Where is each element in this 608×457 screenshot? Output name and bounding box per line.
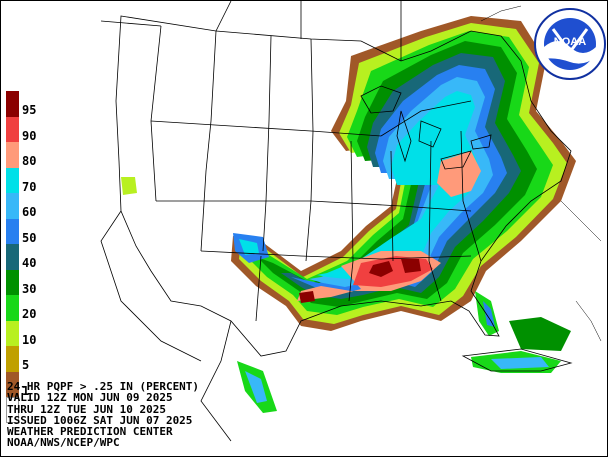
- legend-label: 50: [22, 230, 37, 245]
- caption-center: WEATHER PREDICTION CENTER: [7, 425, 173, 439]
- legend-label: 95: [22, 103, 37, 117]
- caption-issued: ISSUED 1006Z SAT JUN 07 2025: [7, 413, 193, 427]
- legend-swatch: [6, 295, 19, 321]
- legend-label: 20: [22, 307, 37, 321]
- legend-swatch: [6, 116, 19, 142]
- legend-swatch: [6, 371, 19, 397]
- legend-row: 50: [6, 218, 86, 245]
- legend-swatch: [6, 346, 19, 372]
- legend-label: 40: [22, 256, 37, 270]
- legend-row: 5: [6, 346, 86, 372]
- legend-label: 90: [22, 128, 37, 143]
- legend-label: 10: [22, 332, 37, 347]
- legend-label: 70: [22, 179, 37, 194]
- legend-swatch: [6, 397, 19, 423]
- legend-swatch: [6, 91, 19, 117]
- caption-thru: THRU 12Z TUE JUN 10 2025: [7, 402, 166, 416]
- legend-swatch: [6, 269, 19, 295]
- legend-row: 60: [6, 193, 86, 219]
- legend-row: 1: [6, 371, 86, 398]
- logo-text: NOAA: [554, 36, 586, 48]
- legend-label: 80: [22, 154, 37, 168]
- legend-label: 1: [22, 383, 30, 398]
- probability-shading: [121, 16, 576, 413]
- legend-swatch: [6, 320, 19, 346]
- legend-swatch: [6, 193, 19, 219]
- legend-row: 40: [6, 244, 86, 270]
- legend-row: 90: [6, 116, 86, 143]
- legend-row: 20: [6, 295, 86, 321]
- boundary-lines: [100, 1, 573, 442]
- legend-swatch: [6, 142, 19, 168]
- noaa-logo-icon: NOAA: [534, 8, 606, 80]
- legend-swatch: [6, 167, 19, 193]
- legend-label: 30: [22, 281, 37, 296]
- legend-swatch: [6, 244, 19, 270]
- probability-legend: 95 90 80 70 60 50 40 30 20 10 5 1: [6, 91, 86, 423]
- coastline-detail: [480, 5, 602, 342]
- product-caption: 24-HR PQPF > .25 IN (PERCENT) VALID 12Z …: [7, 381, 199, 449]
- caption-agency: NOAA/NWS/NCEP/WPC: [7, 436, 120, 450]
- legend-row: 30: [6, 269, 86, 296]
- caption-valid: VALID 12Z MON JUN 09 2025: [7, 391, 173, 405]
- caption-product: 24-HR PQPF > .25 IN (PERCENT): [7, 380, 200, 393]
- legend-row: 70: [6, 167, 86, 194]
- legend-label: 5: [22, 358, 30, 372]
- legend-row: 10: [6, 320, 86, 347]
- legend-row: 80: [6, 142, 86, 168]
- legend-row: [6, 397, 86, 423]
- legend-label: 60: [22, 205, 37, 219]
- legend-row: 95: [6, 91, 86, 117]
- legend-swatch: [6, 218, 19, 244]
